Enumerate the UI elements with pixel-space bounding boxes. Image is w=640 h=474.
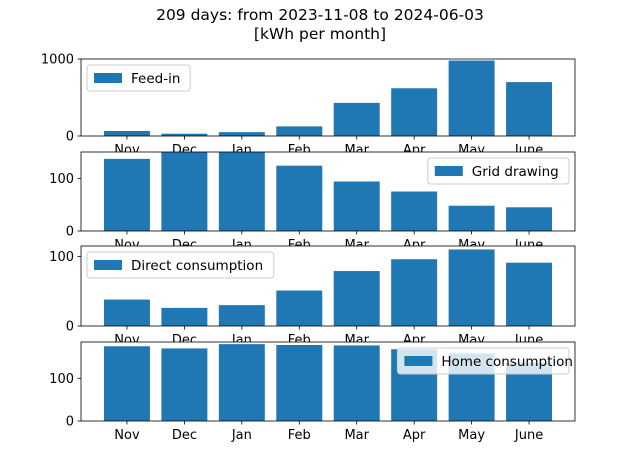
chart-title-line-2: [kWh per month] [253,25,387,43]
bar-direct-consumption-mar [333,271,380,326]
bar-direct-consumption-june [506,262,553,326]
bar-feed-in-dec [161,133,208,136]
legend-swatch [94,73,122,83]
x-tick-label-nov: Nov [114,428,140,443]
bar-grid-drawing-jan [218,152,265,231]
legend-label-home-consumption: Home consumption [441,354,573,370]
legend-swatch [94,260,122,270]
bar-home-consumption-nov [103,346,150,421]
bar-feed-in-nov [103,130,150,136]
legend-swatch [434,166,463,176]
x-tick-label-june: June [514,428,543,443]
bar-direct-consumption-dec [161,307,208,326]
bar-grid-drawing-june [506,207,553,231]
x-tick-label-feb: Feb [288,428,311,443]
chart-title-line-1: 209 days: from 2023-11-08 to 2024-06-03 [156,6,484,24]
x-tick-label-dec: Dec [172,428,197,443]
bar-home-consumption-mar [333,345,380,421]
bar-feed-in-jan [218,132,265,136]
axes-frame [80,341,576,422]
legend-swatch [404,356,433,366]
y-tick-label-100: 100 [49,250,74,265]
legend-label-direct-consumption: Direct consumption [131,258,263,274]
chart-title: 209 days: from 2023-11-08 to 2024-06-03 … [0,6,640,44]
bar-feed-in-may [448,60,495,136]
legend-box [427,157,570,185]
bar-feed-in-june [506,82,553,136]
bar-home-consumption-feb [276,344,323,421]
bar-grid-drawing-apr [391,191,438,231]
x-tick-label-apr: Apr [403,428,426,443]
axes-frame [80,245,576,327]
bar-grid-drawing-mar [333,181,380,231]
y-tick-label-100: 100 [49,172,74,187]
y-tick-label-0: 0 [66,415,74,430]
x-tick-label-may: May [458,428,485,443]
bar-grid-drawing-feb [276,165,323,231]
x-tick-label-mar: Mar [344,428,369,443]
legend-label-feed-in: Feed-in [131,71,180,87]
bar-home-consumption-jan [218,344,265,421]
legend-box [86,251,275,279]
bar-grid-drawing-nov [103,158,150,231]
bar-feed-in-apr [391,88,438,136]
bar-feed-in-mar [333,102,380,136]
x-tick-label-jan: Jan [231,428,252,443]
y-tick-label-0: 0 [66,320,74,335]
bar-direct-consumption-may [448,249,495,326]
bar-direct-consumption-feb [276,290,323,326]
axes-frame [80,58,576,137]
bar-direct-consumption-nov [103,299,150,326]
y-tick-label-1000: 1000 [41,53,74,68]
y-tick-label-0: 0 [66,225,74,240]
legend-box [396,347,570,375]
bar-grid-drawing-dec [161,152,208,231]
bar-direct-consumption-jan [218,305,265,326]
bar-direct-consumption-apr [391,259,438,326]
y-tick-label-100: 100 [49,372,74,387]
bar-grid-drawing-may [448,205,495,231]
bar-home-consumption-dec [161,348,208,421]
bar-feed-in-feb [276,126,323,136]
legend-label-grid-drawing: Grid drawing [472,164,559,180]
legend-box [86,64,191,92]
y-tick-label-0: 0 [66,130,74,145]
axes-frame [80,151,576,232]
